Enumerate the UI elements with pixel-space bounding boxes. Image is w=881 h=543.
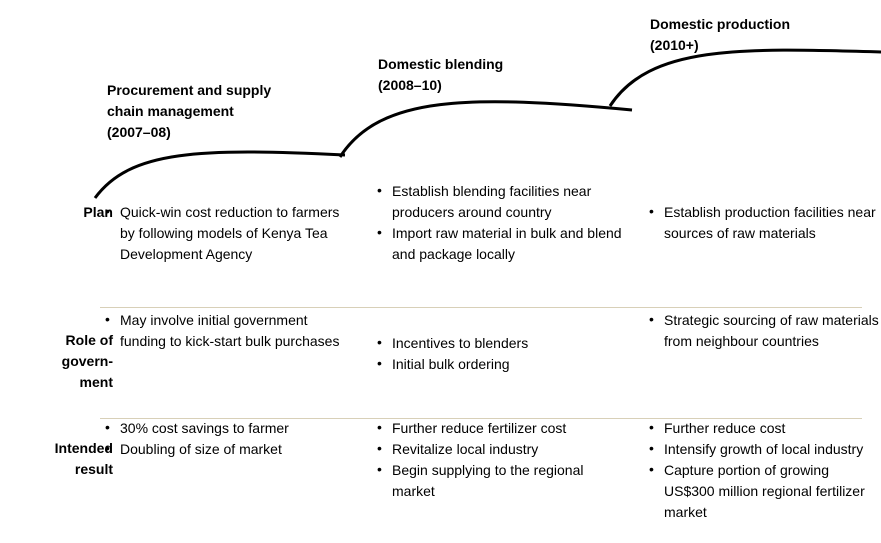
bullet-item: Incentives to blenders [377, 332, 627, 354]
bullet-list: 30% cost savings to farmerDoubling of si… [105, 417, 350, 460]
bullet-item: Capture portion of growing US$300 millio… [649, 459, 881, 523]
bullet-list: Establish blending facilities near produ… [377, 180, 627, 265]
row-label-line: result [74, 461, 113, 477]
bullet-item: Initial bulk ordering [377, 353, 627, 375]
bullet-item: Revitalize local industry [377, 438, 627, 460]
bullet-item: May involve initial government funding t… [105, 309, 350, 352]
bullet-item: Doubling of size of market [105, 438, 350, 460]
stage-curve [93, 150, 346, 199]
phase-title-line: Domestic blending [378, 56, 504, 72]
bullet-list: Further reduce fertilizer costRevitalize… [377, 417, 627, 502]
bullet-item: Establish production facilities near sou… [649, 201, 881, 244]
stage-curve [608, 48, 881, 107]
bullet-list: Establish production facilities near sou… [649, 201, 881, 244]
bullet-item: Intensify growth of local industry [649, 438, 881, 460]
phase-title-line: (2007–08) [107, 124, 171, 140]
stage-curve [338, 100, 633, 158]
bullet-item: 30% cost savings to farmer [105, 417, 350, 439]
phase-title-line: Procurement and supply [107, 82, 272, 98]
bullet-item: Quick-win cost reduction to farmers by f… [105, 201, 350, 265]
row-label: Role of govern-ment [8, 330, 113, 393]
bullet-list: Further reduce costIntensify growth of l… [649, 417, 881, 523]
bullet-item: Strategic sourcing of raw materials from… [649, 309, 881, 352]
row-label: Intended result [8, 438, 113, 480]
bullet-item: Begin supplying to the regional market [377, 459, 627, 502]
row-label-line: govern- [61, 353, 113, 369]
bullet-item: Establish blending facilities near produ… [377, 180, 627, 223]
bullet-list: Quick-win cost reduction to farmers by f… [105, 201, 350, 265]
phase-title: Domestic blending (2008–10) [378, 54, 503, 96]
phase-title: Domestic production (2010+) [650, 14, 790, 56]
row-separator [100, 307, 862, 308]
bullet-item: Further reduce cost [649, 417, 881, 439]
bullet-item: Import raw material in bulk and blend an… [377, 222, 627, 265]
phase-title-line: chain management [107, 103, 234, 119]
bullet-list: May involve initial government funding t… [105, 309, 350, 352]
phase-title-line: Domestic production [650, 16, 791, 32]
phase-title-line: (2010+) [650, 37, 699, 53]
phase-title: Procurement and supply chain management (2… [107, 80, 271, 143]
row-label-line: ment [79, 374, 113, 390]
row-label: Plan [8, 202, 113, 223]
row-label-line: Role of [65, 332, 113, 348]
phase-title-line: (2008–10) [378, 77, 442, 93]
bullet-list: Incentives to blendersInitial bulk order… [377, 332, 627, 375]
bullet-list: Strategic sourcing of raw materials from… [649, 309, 881, 352]
row-label-line: Intended [54, 440, 113, 456]
bullet-item: Further reduce fertilizer cost [377, 417, 627, 439]
row-label-line: Plan [83, 204, 113, 220]
